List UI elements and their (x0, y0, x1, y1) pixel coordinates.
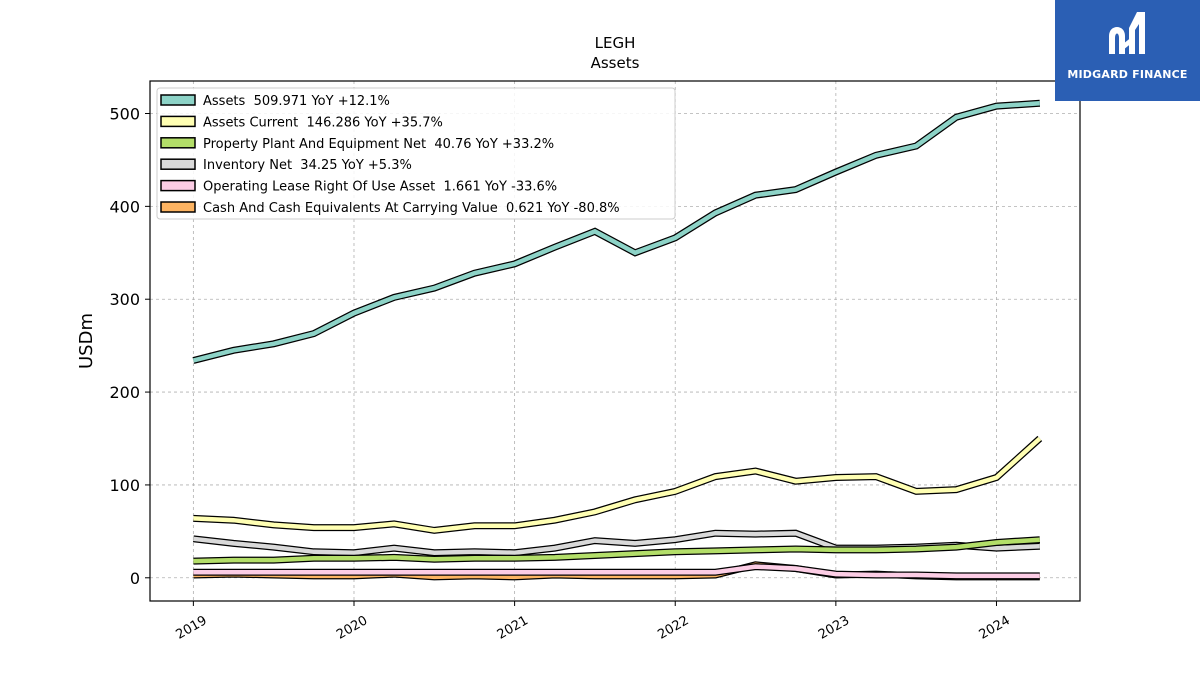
x-tick-label: 2022 (655, 613, 691, 643)
y-tick-label: 300 (109, 290, 140, 309)
legend-entry: Cash And Cash Equivalents At Carrying Va… (203, 201, 620, 216)
legend-entry: Operating Lease Right Of Use Asset 1.661… (203, 180, 557, 195)
x-tick-label: 2020 (334, 613, 370, 643)
legend-entry: Assets 509.971 YoY +12.1% (203, 94, 390, 109)
legend-entry: Property Plant And Equipment Net 40.76 Y… (203, 137, 554, 152)
x-tick-label: 2019 (174, 613, 210, 643)
y-axis-label: USDm (76, 313, 97, 369)
series-outline (193, 435, 1043, 534)
y-tick-label: 500 (109, 105, 140, 124)
logo-mark-icon (1109, 12, 1145, 54)
y-tick-label: 100 (109, 476, 140, 495)
x-tick-label: 2023 (816, 613, 852, 643)
logo-text: MIDGARD FINANCE (1067, 68, 1188, 81)
legend-swatch (160, 201, 196, 213)
y-tick-label: 400 (109, 197, 140, 216)
plot-frame (149, 80, 1081, 602)
x-tick-label: 2021 (495, 613, 531, 643)
chart-subtitle: Assets (591, 54, 640, 72)
chart-title: LEGH (595, 34, 636, 52)
legend-swatch (160, 94, 196, 106)
legend-box (156, 87, 676, 220)
x-tick-label: 2024 (977, 613, 1013, 643)
legend-entry: Assets Current 146.286 YoY +35.7% (203, 115, 443, 130)
legend-swatch (160, 179, 196, 192)
y-tick-label: 0 (130, 569, 140, 588)
series-line (192, 101, 1040, 363)
y-tick-label: 200 (109, 383, 140, 402)
series-line (193, 537, 1040, 564)
series-line (193, 564, 1040, 579)
legend-entry: Inventory Net 34.25 YoY +5.3% (203, 158, 412, 173)
series-line (193, 436, 1042, 533)
legend-swatch (160, 115, 196, 128)
legend-swatch (160, 137, 196, 149)
legend-swatch (160, 158, 196, 170)
legend: Assets 509.971 YoY +12.1% Assets Current … (156, 87, 676, 220)
series-lines (192, 99, 1043, 581)
brand-logo: MIDGARD FINANCE (1055, 0, 1200, 101)
